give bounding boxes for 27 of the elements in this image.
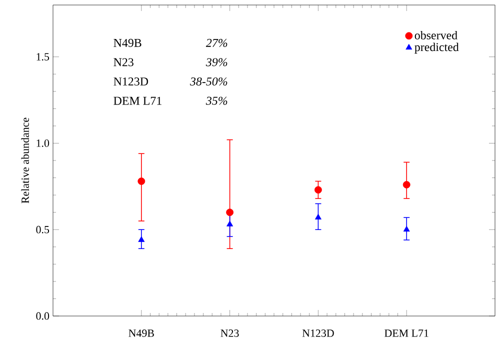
x-tick-label: N23 — [220, 330, 239, 337]
point — [138, 236, 145, 242]
point — [226, 208, 234, 216]
legend-label: predicted — [414, 42, 459, 54]
point — [138, 178, 146, 185]
y-tick-label: 1.0 — [36, 140, 50, 147]
annotation: 35% — [206, 96, 228, 105]
annotation: N123D — [114, 77, 148, 86]
point — [314, 186, 322, 194]
y-tick-label: 0.5 — [36, 226, 50, 234]
annotation: N23 — [114, 58, 134, 66]
x-tick-label: N123D — [302, 330, 334, 337]
y-tick-label: 1.5 — [36, 53, 50, 61]
y-tick-label: 0.0 — [36, 312, 50, 320]
annotation: 27% — [206, 38, 228, 47]
legend-label: observed — [414, 30, 458, 40]
x-tick-label: N49B — [128, 330, 154, 337]
annotation: 38-50% — [190, 77, 228, 86]
y-axis-title: Relative abundance — [21, 118, 29, 204]
point — [314, 214, 322, 220]
x-tick-label: DEM L71 — [384, 330, 428, 337]
annotation: N49B — [114, 38, 142, 47]
annotation: DEM L71 — [114, 96, 162, 105]
point — [403, 226, 410, 232]
annotation: 39% — [206, 58, 228, 66]
point — [402, 180, 410, 188]
point — [226, 220, 234, 226]
